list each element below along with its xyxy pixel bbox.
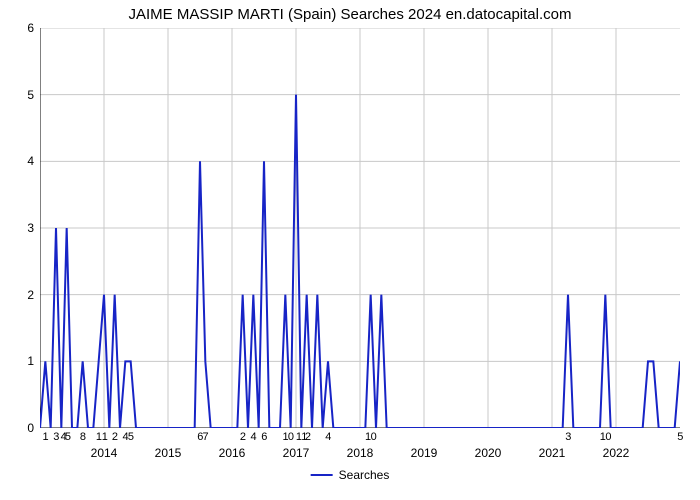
x-point-label: 5 bbox=[677, 431, 683, 443]
chart-svg bbox=[40, 28, 680, 428]
x-point-label: 3 bbox=[565, 431, 571, 443]
chart-title: JAIME MASSIP MARTI (Spain) Searches 2024… bbox=[0, 6, 700, 23]
x-point-label: 4 bbox=[325, 431, 331, 443]
x-year-label: 2017 bbox=[283, 446, 310, 460]
y-tick-label: 1 bbox=[27, 354, 34, 368]
x-year-label: 2014 bbox=[91, 446, 118, 460]
x-point-label: 2 bbox=[305, 431, 311, 443]
x-point-label: 5 bbox=[128, 431, 134, 443]
x-point-label: 5 bbox=[65, 431, 71, 443]
x-point-label: 8 bbox=[80, 431, 86, 443]
y-tick-label: 6 bbox=[27, 21, 34, 35]
x-point-label: 0 bbox=[288, 431, 294, 443]
x-year-label: 2015 bbox=[155, 446, 182, 460]
plot-area bbox=[40, 28, 680, 428]
x-point-label: 2 bbox=[112, 431, 118, 443]
y-tick-label: 3 bbox=[27, 221, 34, 235]
x-year-label: 2019 bbox=[411, 446, 438, 460]
x-point-label: 1 bbox=[43, 431, 49, 443]
x-point-label: 1 bbox=[96, 431, 102, 443]
chart-container: JAIME MASSIP MARTI (Spain) Searches 2024… bbox=[0, 0, 700, 500]
x-year-label: 2020 bbox=[475, 446, 502, 460]
y-tick-label: 2 bbox=[27, 288, 34, 302]
x-point-label: 2 bbox=[240, 431, 246, 443]
y-tick-label: 4 bbox=[27, 154, 34, 168]
x-year-label: 2018 bbox=[347, 446, 374, 460]
x-point-label: 3 bbox=[53, 431, 59, 443]
x-year-label: 2022 bbox=[603, 446, 630, 460]
y-tick-label: 5 bbox=[27, 88, 34, 102]
x-point-label: 10 bbox=[600, 431, 611, 443]
x-point-label: 1 bbox=[102, 431, 108, 443]
legend-label: Searches bbox=[339, 468, 390, 482]
x-point-label: 6 bbox=[261, 431, 267, 443]
x-year-label: 2016 bbox=[219, 446, 246, 460]
x-year-label: 2021 bbox=[539, 446, 566, 460]
legend-swatch bbox=[311, 474, 333, 476]
x-point-label: 10 bbox=[365, 431, 376, 443]
x-point-label: 7 bbox=[203, 431, 209, 443]
legend: Searches bbox=[311, 468, 390, 482]
y-tick-label: 0 bbox=[27, 421, 34, 435]
x-point-label: 4 bbox=[251, 431, 257, 443]
